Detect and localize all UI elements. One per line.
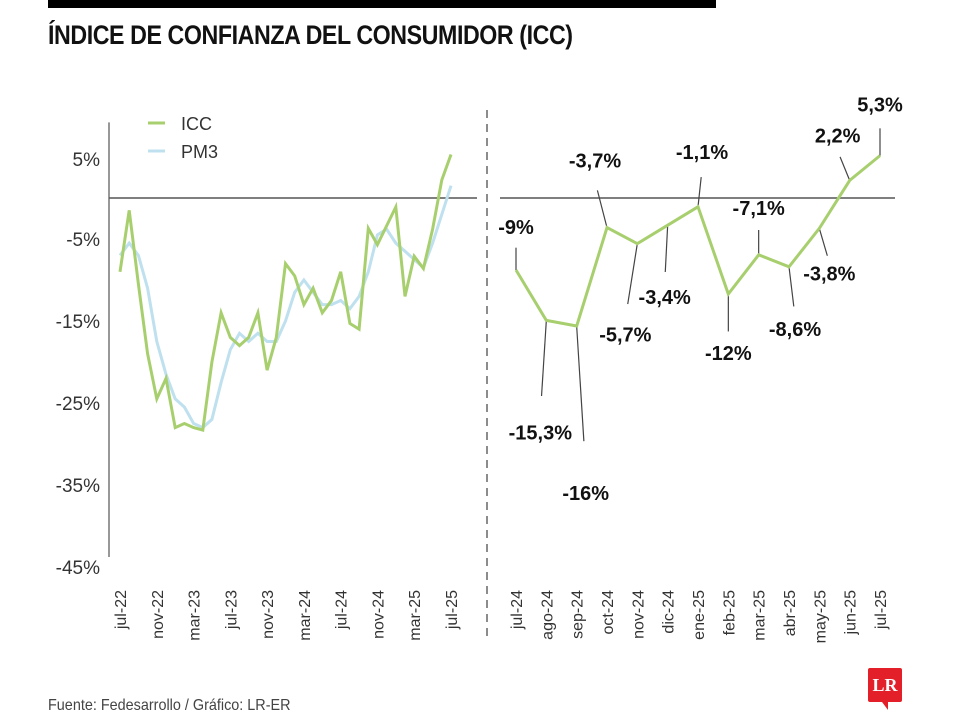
- data-label: -3,8%: [803, 263, 855, 285]
- y-tick-label: -25%: [56, 394, 100, 415]
- data-label: 5,3%: [857, 95, 903, 117]
- leader-line: [697, 176, 702, 207]
- x-tick-label: jun-25: [843, 590, 860, 636]
- leader-line: [664, 225, 669, 273]
- data-label: -3,4%: [639, 287, 691, 309]
- top-bar: [48, 0, 716, 8]
- leader-line: [818, 228, 828, 256]
- x-tick-label: jul-24: [509, 590, 526, 630]
- chart-title: ÍNDICE DE CONFIANZA DEL CONSUMIDOR (ICC): [48, 20, 573, 50]
- data-label: -9%: [498, 217, 534, 239]
- y-tick-label: -45%: [56, 558, 100, 579]
- data-label: -12%: [705, 343, 752, 365]
- leader-line: [596, 190, 608, 228]
- left-chart: 5% -5% -15% -25% -35% -45% jul-22 nov-22 mar-23 j…: [56, 114, 477, 641]
- x-tick-label: sep-24: [570, 590, 587, 639]
- data-label: -3,7%: [569, 151, 621, 173]
- series-line-icc: [118, 153, 453, 432]
- leader-line: [540, 320, 547, 397]
- x-tick-label: ago-24: [539, 590, 556, 640]
- x-tick-label: feb-25: [721, 590, 738, 635]
- leader-line: [576, 325, 585, 442]
- right-chart: -9% -15,3% -16% -3,7% -5,7% -3,4% -1,1% -12% -7,…: [498, 95, 903, 644]
- x-tick-label: mar-23: [187, 590, 204, 641]
- x-tick-label: jul-23: [223, 590, 240, 630]
- data-label: -1,1%: [676, 142, 728, 164]
- data-label: -16%: [562, 483, 609, 505]
- leader-line: [627, 243, 638, 305]
- data-label: 2,2%: [815, 125, 861, 147]
- data-label: -7,1%: [733, 198, 785, 220]
- x-tick-label: nov-22: [150, 590, 167, 639]
- x-tick-label: jul-24: [334, 590, 351, 630]
- legend-label-pm3: PM3: [181, 142, 218, 162]
- x-tick-label: dic-24: [661, 590, 678, 634]
- x-tick-label: jul-25: [444, 590, 461, 630]
- data-label: -8,6%: [769, 319, 821, 341]
- y-tick-label: -35%: [56, 476, 100, 497]
- x-tick-label: oct-24: [600, 590, 617, 635]
- series-line-icc-recent: [514, 154, 881, 328]
- leader-line: [788, 266, 795, 307]
- leader-line: [839, 156, 851, 181]
- x-tick-label: nov-24: [370, 590, 387, 639]
- x-tick-label: jul-25: [873, 590, 890, 630]
- x-tick-label: mar-25: [752, 590, 769, 641]
- y-tick-label: -5%: [66, 230, 100, 251]
- series-line-pm3: [118, 185, 453, 430]
- x-tick-label: nov-24: [630, 590, 647, 639]
- data-label: -15,3%: [509, 422, 573, 444]
- legend-label-icc: ICC: [181, 114, 212, 134]
- x-tick-label: may-25: [812, 590, 829, 643]
- x-tick-label: jul-22: [113, 590, 130, 630]
- y-tick-label: 5%: [73, 150, 101, 171]
- data-label: -5,7%: [599, 325, 651, 347]
- x-tick-label: mar-25: [407, 590, 424, 641]
- x-tick-label: abr-25: [782, 590, 799, 636]
- y-tick-label: -15%: [56, 312, 100, 333]
- x-tick-label: mar-24: [297, 590, 314, 641]
- x-tick-label: nov-23: [260, 590, 277, 639]
- source-note: Fuente: Fedesarrollo / Gráfico: LR-ER: [48, 697, 291, 714]
- x-tick-label: ene-25: [691, 590, 708, 640]
- lr-logo: LR: [868, 668, 902, 710]
